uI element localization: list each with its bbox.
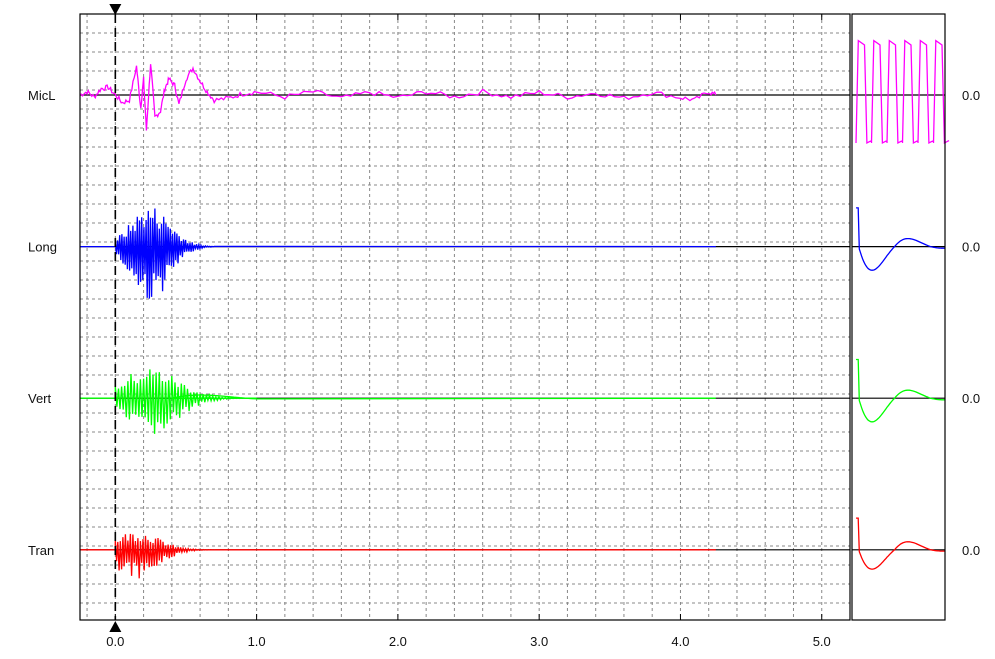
zoom-trace-micl <box>856 41 949 143</box>
baseline-value-label-micl: 0.0 <box>962 88 980 103</box>
grid-layer <box>80 14 850 620</box>
channel-label-vert: Vert <box>28 391 52 406</box>
trigger-marker-top <box>109 4 121 15</box>
baseline-value-label-vert: 0.0 <box>962 391 980 406</box>
x-tick-label: 1.0 <box>248 634 266 649</box>
trigger-marker-bottom <box>109 621 121 632</box>
baseline-layer <box>80 95 945 550</box>
zoom-trace-vert <box>856 360 945 422</box>
x-tick-label: 4.0 <box>671 634 689 649</box>
x-tick-label: 0.0 <box>106 634 124 649</box>
x-tick-label: 5.0 <box>813 634 831 649</box>
channel-label-long: Long <box>28 240 57 255</box>
baseline-value-label-tran: 0.0 <box>962 543 980 558</box>
baseline-value-label-long: 0.0 <box>962 240 980 255</box>
plot-frame <box>80 14 850 620</box>
trace-layer <box>80 41 949 579</box>
zoom-trace-long <box>856 208 945 270</box>
frame-layer <box>80 14 945 620</box>
x-tick-label: 3.0 <box>530 634 548 649</box>
channel-label-micl: MicL <box>28 88 55 103</box>
zoom-trace-tran <box>856 518 945 569</box>
channel-label-tran: Tran <box>28 543 54 558</box>
x-tick-label: 2.0 <box>389 634 407 649</box>
